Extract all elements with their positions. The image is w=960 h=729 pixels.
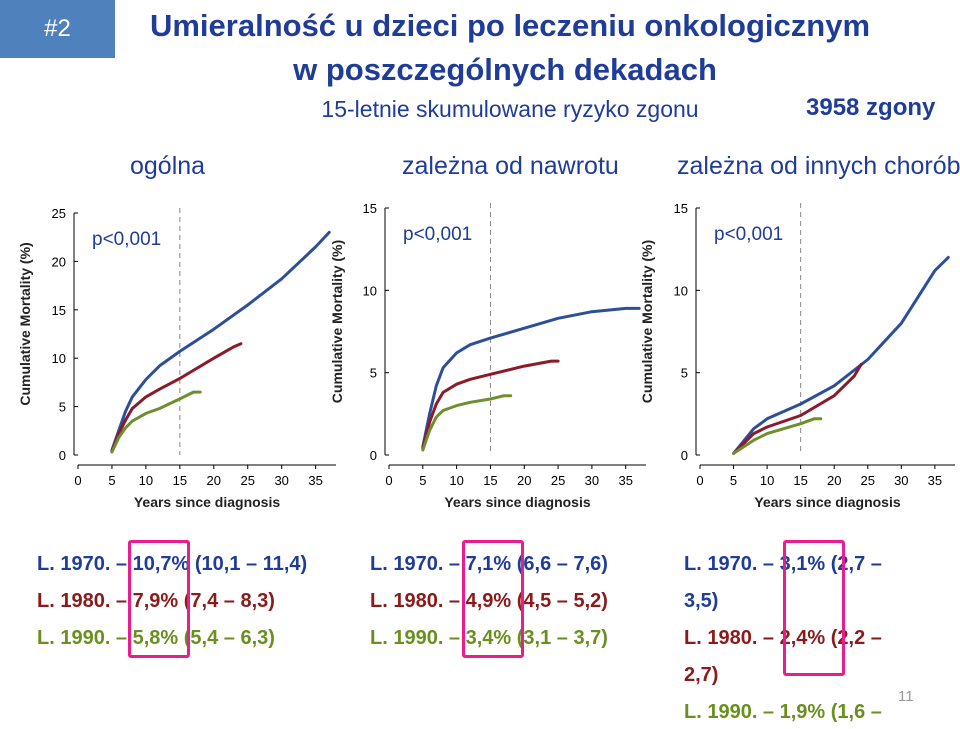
chart3-x-label: Years since diagnosis <box>754 494 901 510</box>
chart2-y-tick-label: 10 <box>363 283 377 298</box>
slide-title-line-1: Umieralność u dzieci po leczeniu onkolog… <box>149 8 871 43</box>
chart2-x-label: Years since diagnosis <box>444 494 591 510</box>
chart3-x-tick-label: 30 <box>894 473 908 488</box>
chart3-x-tick-label: 15 <box>793 473 807 488</box>
chart3-x-tick-label: 0 <box>696 473 703 488</box>
chart3-x-tick-label: 25 <box>861 473 875 488</box>
chart2-x-tick-label: 25 <box>551 473 565 488</box>
slide-title-line-2: w poszczególnych dekadach <box>293 52 717 87</box>
chart3-y-label: Cumulative Mortality (%) <box>639 240 655 403</box>
chart3-x-tick-label: 35 <box>928 473 942 488</box>
stat-p3-1970: L. 1970. – 3,1% (2,7 – <box>684 553 882 575</box>
chart1: 0 5 10 15 20 25 0 5 10 15 20 25 30 35 Years since diag… <box>17 206 336 510</box>
chart3: 0 5 10 15 0 5 10 15 20 25 30 35 Years since diagnosi… <box>639 201 955 510</box>
chart2-series-1990 <box>421 394 513 452</box>
stat-p1-1990: L. 1990. – 5,8% (5,4 – 6,3) <box>37 627 275 649</box>
chart2: 0 5 10 15 0 5 10 15 20 25 30 35 Years since diagnosi… <box>329 201 646 510</box>
chart1-y-label: Cumulative Mortality (%) <box>17 242 33 405</box>
chart3-x-tick-label: 10 <box>760 473 774 488</box>
chart1-y-tick-label: 15 <box>52 303 66 318</box>
stat-p3-1990: L. 1990. – 1,9% (1,6 – <box>684 701 882 723</box>
chart3-x-tick-label: 20 <box>827 473 841 488</box>
chart3-y-tick-label: 15 <box>674 201 688 216</box>
stat-p1-1970: L. 1970. – 10,7% (10,1 – 11,4) <box>37 553 308 575</box>
chart2-y-label: Cumulative Mortality (%) <box>329 240 345 403</box>
chart1-series-1990 <box>110 390 202 454</box>
chart1-x-tick-label: 20 <box>207 473 221 488</box>
stat-p2-1990: L. 1990. – 3,4% (3,1 – 3,7) <box>370 627 608 649</box>
chart2-x-tick-label: 35 <box>618 473 632 488</box>
chart1-y-tick-label: 20 <box>52 254 66 269</box>
chart2-series-1980 <box>421 359 560 450</box>
chart2-p-value: p<0,001 <box>403 224 472 245</box>
chart3-series-1990 <box>732 417 823 455</box>
chart3-x-tick-label: 5 <box>730 473 737 488</box>
chart3-series-1970 <box>732 255 950 455</box>
chart2-x-tick-label: 30 <box>585 473 599 488</box>
chart3-y-tick-label: 5 <box>681 366 688 381</box>
stat-p3-1980: L. 1980. – 2,4% (2,2 – <box>684 627 882 649</box>
chart1-x-tick-label: 25 <box>241 473 255 488</box>
chart2-x-tick-label: 5 <box>419 473 426 488</box>
chart1-x-tick-label: 10 <box>139 473 153 488</box>
chart3-series-1980 <box>732 362 863 455</box>
stat-p1-1980: L. 1980. – 7,9% (7,4 – 8,3) <box>37 590 275 612</box>
panel-header-relapse: zależna od nawrotu <box>402 152 619 180</box>
chart2-x-tick-label: 15 <box>483 473 497 488</box>
chart1-series-1970 <box>110 230 331 452</box>
chart2-y-tick-label: 5 <box>370 366 377 381</box>
chart3-y-tick-label: 0 <box>681 448 688 463</box>
panel-header-other-diseases: zależna od innych chorób <box>677 152 960 180</box>
highlight-box-panel1 <box>128 540 190 658</box>
charts-area: 0 5 10 15 20 25 0 5 10 15 20 25 30 35 Years since diag… <box>17 201 955 510</box>
chart2-x-tick-label: 20 <box>517 473 531 488</box>
slide-subtitle: 15-letnie skumulowane ryzyko zgonu <box>321 96 699 122</box>
chart1-p-value: p<0,001 <box>92 229 161 250</box>
chart1-x-tick-label: 35 <box>308 473 322 488</box>
deaths-count: 3958 zgony <box>806 94 936 121</box>
chart1-y-tick-label: 5 <box>59 400 66 415</box>
chart1-y-tick-label: 25 <box>52 206 66 221</box>
highlight-box-panel2 <box>462 540 524 658</box>
slide-number-badge: #2 <box>0 0 115 58</box>
chart1-x-tick-label: 0 <box>74 473 81 488</box>
chart2-y-tick-label: 0 <box>370 448 377 463</box>
chart1-x-tick-label: 5 <box>108 473 115 488</box>
panel-header-overall: ogólna <box>130 152 206 180</box>
chart1-x-tick-label: 30 <box>274 473 288 488</box>
chart2-x-tick-label: 0 <box>385 473 392 488</box>
page-number: 11 <box>898 688 914 705</box>
chart1-y-tick-label: 10 <box>52 351 66 366</box>
chart2-y-tick-label: 15 <box>363 201 377 216</box>
chart3-p-value: p<0,001 <box>714 224 783 245</box>
stat-p3-1970-cont: 3,5) <box>684 590 719 612</box>
stat-p2-1980: L. 1980. – 4,9% (4,5 – 5,2) <box>370 590 608 612</box>
chart1-x-tick-label: 15 <box>173 473 187 488</box>
chart2-x-tick-label: 10 <box>449 473 463 488</box>
highlight-box-panel3 <box>783 540 845 676</box>
chart1-x-label: Years since diagnosis <box>134 494 281 510</box>
chart1-y-tick-label: 0 <box>59 448 66 463</box>
stat-p3-1980-cont: 2,7) <box>684 664 719 686</box>
chart2-series-1970 <box>421 306 641 449</box>
chart1-series-1980 <box>110 342 243 453</box>
stat-p2-1970: L. 1970. – 7,1% (6,6 – 7,6) <box>370 553 608 575</box>
chart3-y-tick-label: 10 <box>674 283 688 298</box>
